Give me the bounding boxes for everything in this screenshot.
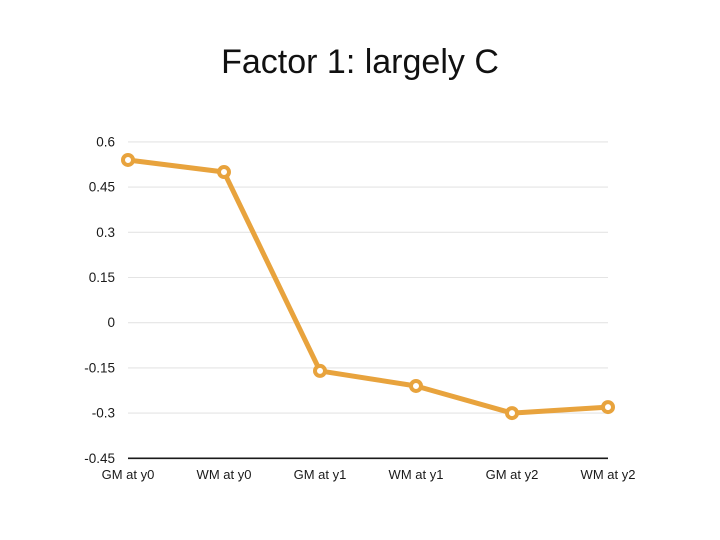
data-point-marker (505, 406, 519, 421)
y-axis-tick-label: 0 (107, 315, 115, 330)
series-line (125, 157, 611, 416)
y-axis-tick-label: 0.15 (89, 270, 115, 285)
data-point-marker (121, 152, 135, 167)
y-axis-tick-label: 0.3 (96, 225, 115, 240)
x-axis-category-label: WM at y0 (197, 467, 252, 482)
data-point-marker (601, 400, 615, 415)
data-point-marker (313, 363, 327, 378)
data-point-marker (409, 378, 423, 393)
y-axis-tick-label: -0.45 (84, 451, 115, 466)
x-axis-category-label: GM at y2 (486, 467, 539, 482)
x-axis-category-label: WM at y2 (581, 467, 636, 482)
y-axis-tick-label: -0.15 (84, 360, 115, 375)
data-point-marker (217, 165, 231, 180)
y-axis-tick-label: 0.45 (89, 180, 115, 195)
slide-title: Factor 1: largely C (221, 43, 499, 81)
y-axis-tick-label: 0.6 (96, 134, 115, 149)
x-axis-category-label: WM at y1 (389, 467, 444, 482)
x-axis-category-label: GM at y0 (102, 467, 155, 482)
y-axis-tick-label: -0.3 (92, 406, 115, 421)
x-axis-category-label: GM at y1 (294, 467, 347, 482)
